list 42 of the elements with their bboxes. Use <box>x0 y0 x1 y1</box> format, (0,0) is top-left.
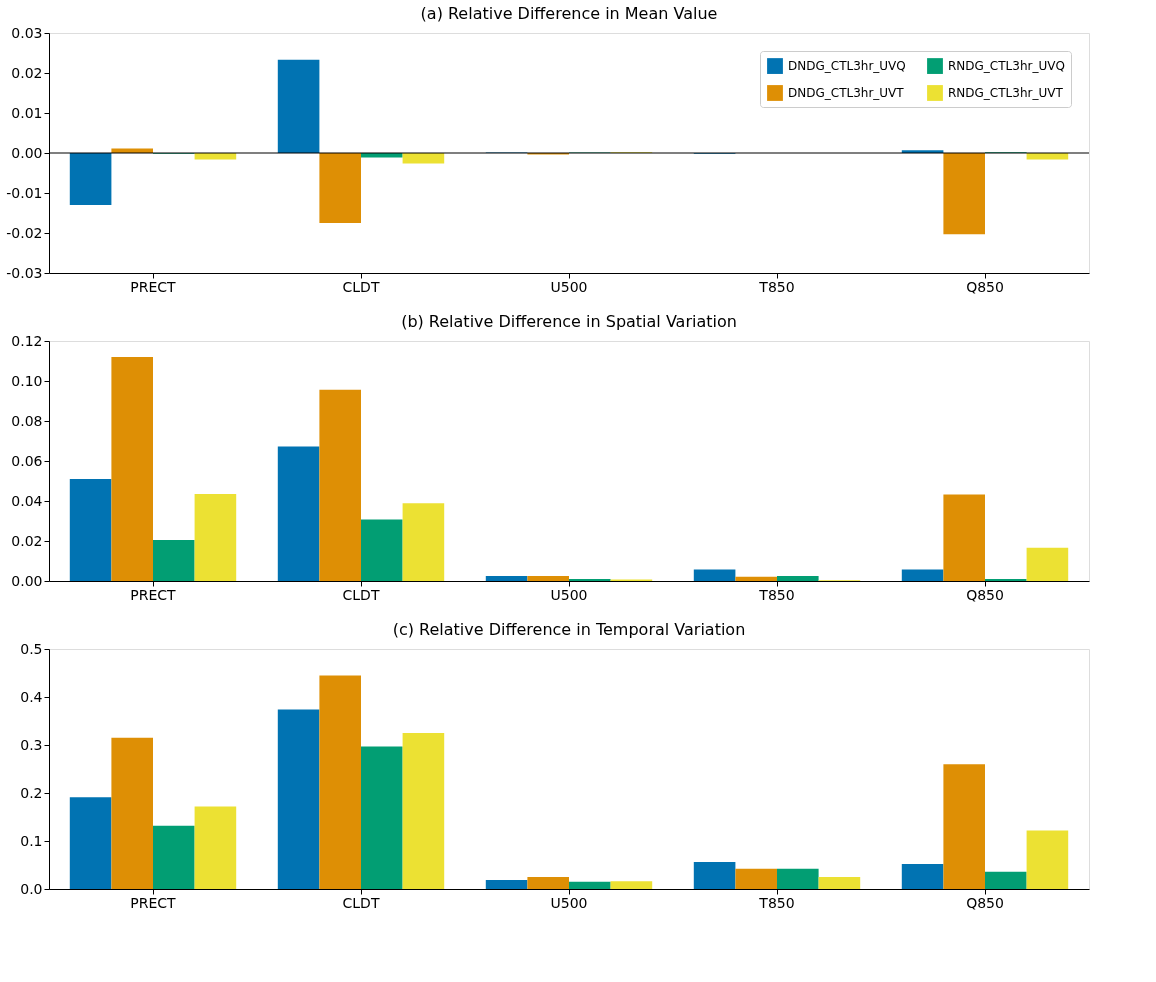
y-tick-label: 0.02 <box>11 64 43 81</box>
x-tick-label: CLDT <box>342 586 380 603</box>
legend-label: RNDG_CTL3hr_UVT <box>948 86 1064 100</box>
x-tick-label: Q850 <box>966 586 1004 603</box>
y-tick-label: 0.00 <box>11 572 43 589</box>
chart-title: (b) Relative Difference in Spatial Variation <box>401 312 737 331</box>
y-tick-label: 0.00 <box>11 144 43 161</box>
x-tick-label: CLDT <box>342 894 380 911</box>
y-tick-label: 0.02 <box>11 532 43 549</box>
y-tick-label: 0.2 <box>20 784 43 801</box>
x-tick-label: Q850 <box>966 894 1004 911</box>
legend-label: DNDG_CTL3hr_UVQ <box>788 59 906 74</box>
y-tick-label: 0.5 <box>20 640 43 657</box>
y-tick-label: 0.03 <box>11 24 43 41</box>
legend-label: RNDG_CTL3hr_UVQ <box>948 59 1065 74</box>
y-tick-label: -0.01 <box>6 184 43 201</box>
legend-label: DNDG_CTL3hr_UVT <box>788 86 905 100</box>
x-tick-label: T850 <box>758 894 795 911</box>
y-tick-label: -0.02 <box>6 224 43 241</box>
y-tick-label: 0.01 <box>11 104 43 121</box>
chart-title: (a) Relative Difference in Mean Value <box>420 4 718 23</box>
y-tick-label: 0.06 <box>11 452 43 469</box>
x-tick-label: T850 <box>758 278 795 295</box>
x-tick-label: PRECT <box>130 278 177 295</box>
y-tick-label: -0.03 <box>6 264 43 281</box>
chart-title: (c) Relative Difference in Temporal Variation <box>392 620 746 639</box>
y-tick-label: 0.10 <box>11 372 43 389</box>
y-tick-label: 0.3 <box>20 736 43 753</box>
x-tick-label: U500 <box>550 586 588 603</box>
x-tick-label: PRECT <box>130 586 177 603</box>
x-tick-label: Q850 <box>966 278 1004 295</box>
y-tick-label: 0.0 <box>20 880 43 897</box>
y-tick-label: 0.4 <box>20 688 43 705</box>
x-tick-label: U500 <box>550 894 588 911</box>
x-tick-label: T850 <box>758 586 795 603</box>
y-tick-label: 0.08 <box>11 412 43 429</box>
y-tick-label: 0.1 <box>20 832 43 849</box>
x-tick-label: CLDT <box>342 278 380 295</box>
y-tick-label: 0.12 <box>11 332 43 349</box>
x-tick-label: U500 <box>550 278 588 295</box>
x-tick-label: PRECT <box>130 894 177 911</box>
y-tick-label: 0.04 <box>11 492 43 509</box>
